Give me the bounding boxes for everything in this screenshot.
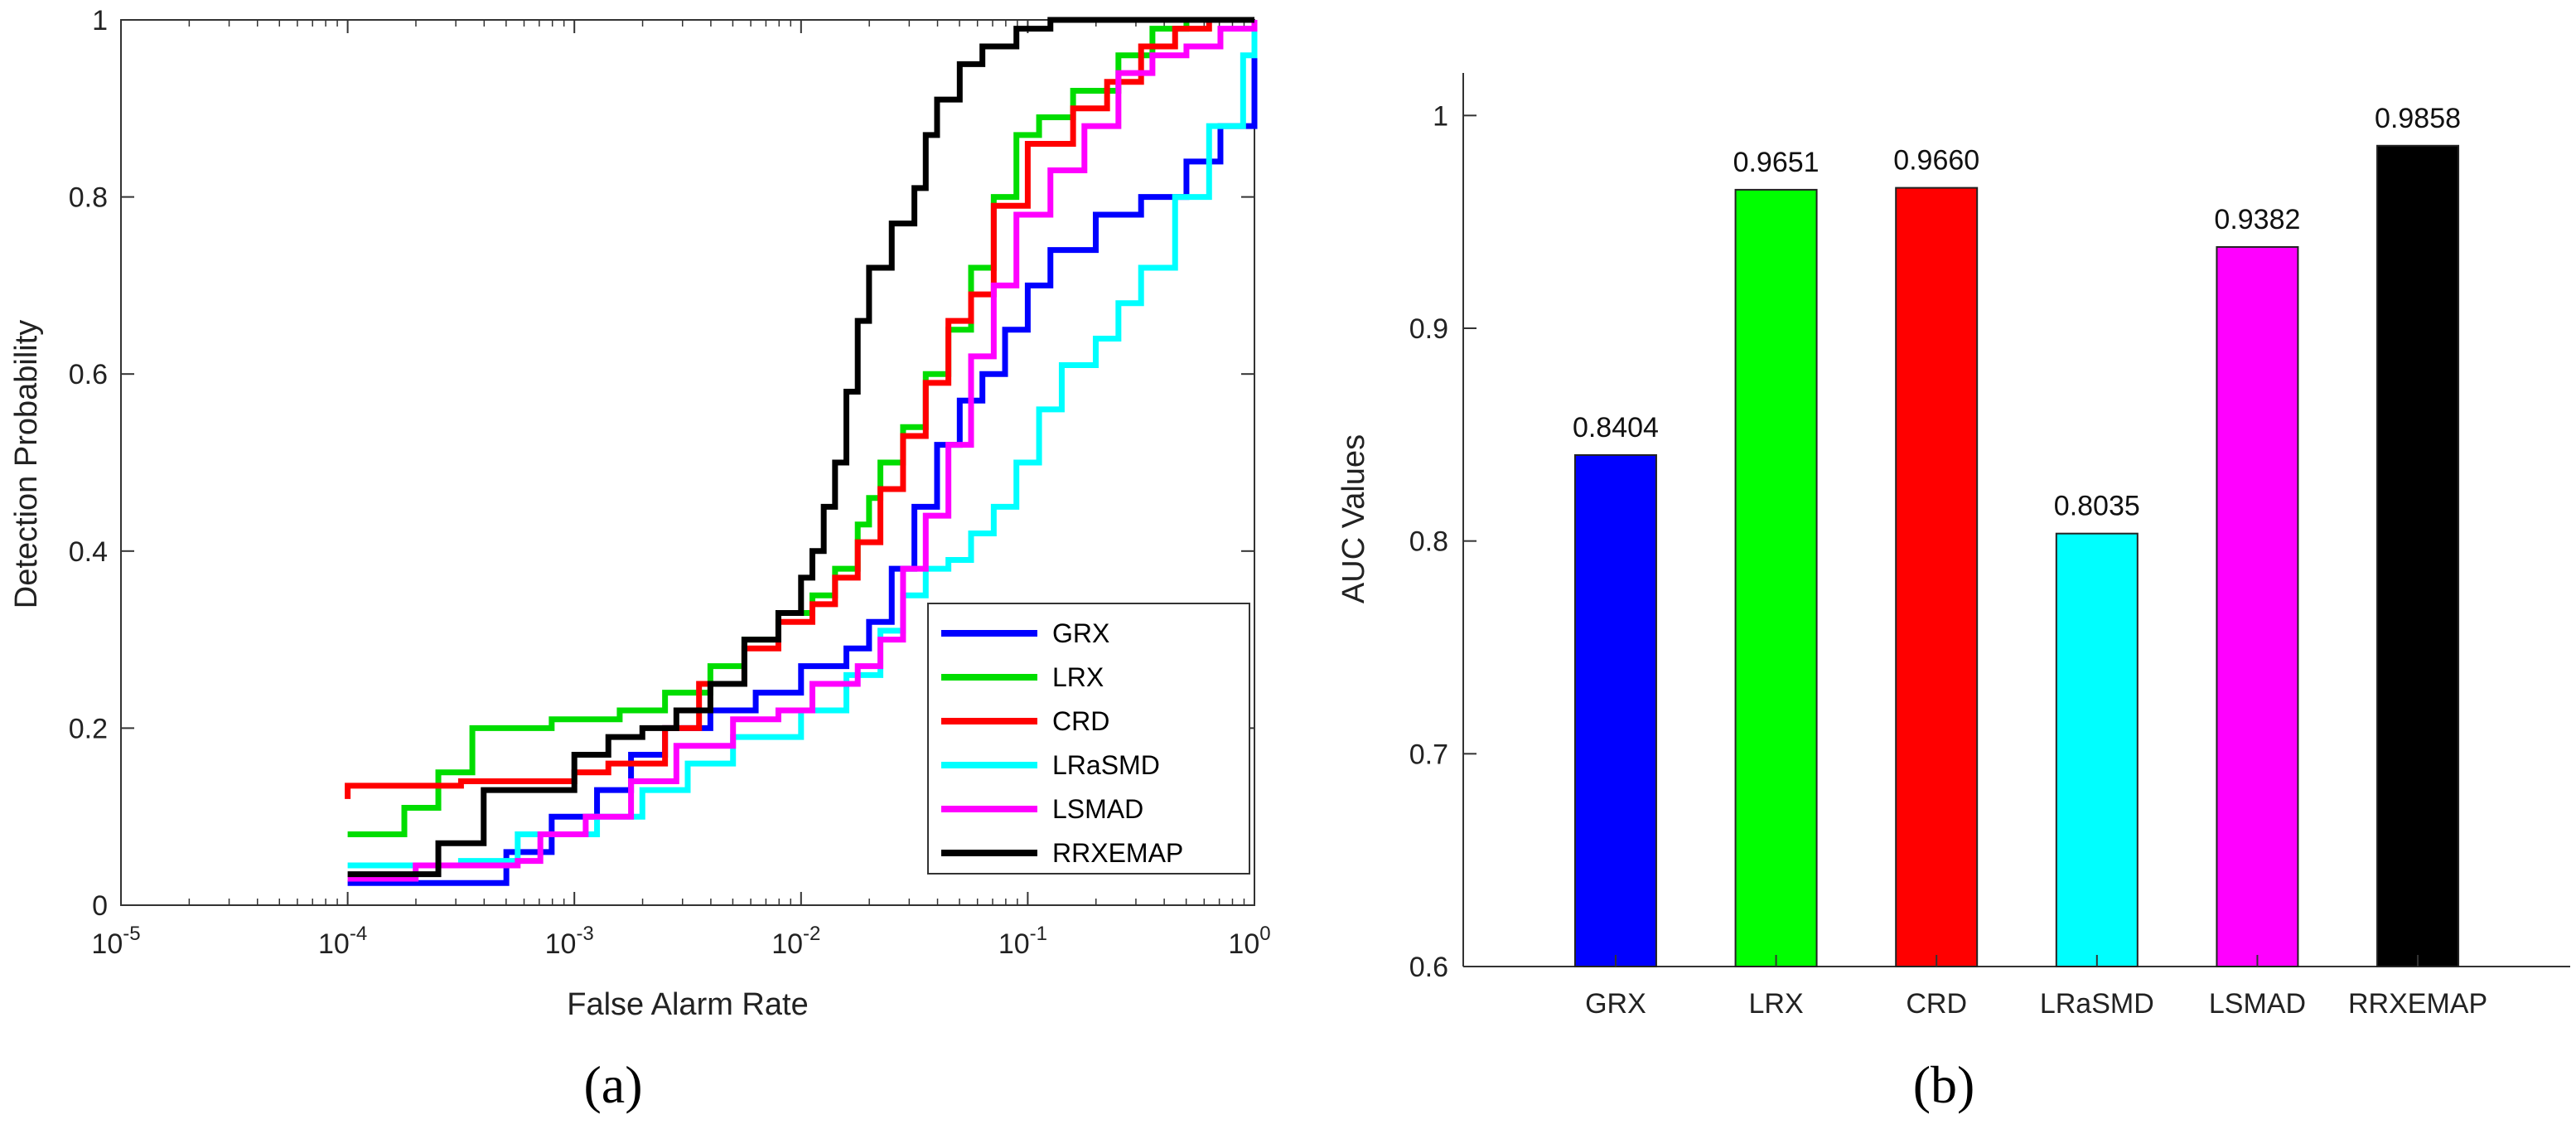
- roc-y-tick-label: 0.2: [69, 713, 108, 744]
- roc-x-tick-label: 10-5: [91, 923, 140, 960]
- roc-x-tick-exponent: -2: [803, 923, 820, 945]
- roc-x-tick-exponent: -3: [576, 923, 593, 945]
- roc-x-tick-label: 10-4: [318, 923, 367, 960]
- bar-lsmad: [2216, 245, 2299, 968]
- roc-y-tick-label: 0: [92, 890, 108, 922]
- bar-value-label-lsmad: 0.9382: [2214, 204, 2300, 235]
- roc-x-axis-label: False Alarm Rate: [567, 987, 808, 1022]
- roc-x-tick-base: 10: [318, 928, 350, 960]
- panel-a-label: (a): [583, 1055, 642, 1114]
- bar-category-label-lsmad: LSMAD: [2209, 988, 2306, 1020]
- roc-x-tick-base: 10: [998, 928, 1030, 960]
- bar-grx: [1573, 453, 1657, 967]
- roc-x-tick-label: 100: [1228, 923, 1270, 960]
- legend-label-lrx: LRX: [1052, 662, 1104, 692]
- roc-x-tick-exponent: -1: [1030, 923, 1047, 945]
- roc-x-tick-base: 10: [545, 928, 577, 960]
- roc-x-tick-base: 10: [771, 928, 803, 960]
- bar-y-tick-label: 0.7: [1409, 739, 1448, 770]
- bar-value-label-lrx: 0.9651: [1733, 147, 1820, 178]
- legend-label-lsmad: LSMAD: [1052, 794, 1143, 824]
- roc-x-tick-exponent: 0: [1259, 923, 1270, 945]
- bar-category-label-crd: CRD: [1906, 988, 1967, 1020]
- legend-label-grx: GRX: [1052, 618, 1109, 648]
- bar-rrxemap: [2376, 144, 2460, 967]
- roc-y-tick-label: 0.6: [69, 359, 108, 390]
- roc-curve-lrasmd: [347, 20, 1258, 869]
- roc-x-tick-base: 10: [91, 928, 123, 960]
- bar-y-tick-label: 0.6: [1409, 952, 1448, 983]
- bar-y-tick-label: 0.8: [1409, 526, 1448, 558]
- legend-label-crd: CRD: [1052, 706, 1109, 736]
- bar-value-label-rrxemap: 0.9858: [2375, 103, 2461, 134]
- roc-curve-crd: [345, 17, 1254, 799]
- legend-label-lrasmd: LRaSMD: [1052, 750, 1160, 780]
- roc-x-tick-exponent: -5: [123, 923, 140, 945]
- bar-value-label-lrasmd: 0.8035: [2054, 491, 2140, 522]
- bar-y-tick-label: 0.9: [1409, 313, 1448, 345]
- bar-category-label-rrxemap: RRXEMAP: [2348, 988, 2487, 1020]
- panel-b-label: (b): [1913, 1055, 1975, 1114]
- bar-category-label-grx: GRX: [1585, 988, 1646, 1020]
- roc-curve-lrx: [347, 17, 1254, 838]
- bar-value-label-grx: 0.8404: [1573, 412, 1659, 443]
- bar-category-label-lrasmd: LRaSMD: [2040, 988, 2154, 1020]
- bar-y-tick-label: 1: [1433, 100, 1448, 132]
- roc-curve-rrxemap: [347, 17, 1254, 878]
- roc-chart: 10-5 10-4 10-3 10-2 10-1 100 00.20.40.60.81 F…: [9, 5, 1271, 1114]
- bar-lrx: [1734, 188, 1818, 968]
- roc-y-axis-label: Detection Probability: [9, 320, 44, 609]
- roc-x-tick-label: 10-2: [771, 923, 820, 960]
- bar-crd: [1895, 187, 1979, 968]
- bar-lrasmd: [2055, 532, 2139, 967]
- roc-y-tick-label: 0.4: [69, 536, 108, 568]
- bar-y-axis-label: AUC Values: [1336, 434, 1371, 603]
- roc-x-tick-label: 10-3: [545, 923, 594, 960]
- roc-y-tick-label: 1: [92, 5, 108, 36]
- roc-curve-lsmad: [347, 20, 1258, 882]
- legend-label-rrxemap: RRXEMAP: [1052, 838, 1183, 868]
- bar-category-label-lrx: LRX: [1748, 988, 1803, 1020]
- roc-legend: GRX LRX CRD LRaSMD LSMAD RRXEMAP: [927, 603, 1250, 875]
- roc-x-tick-base: 10: [1228, 928, 1259, 960]
- legend-box: [927, 603, 1250, 875]
- auc-bar-chart: 0.6 0.7 0.8 0.9 1 0.8404 GRX 0.9651 LRX 0.9660 CR…: [1336, 73, 2570, 1114]
- bar-value-label-crd: 0.9660: [1893, 145, 1979, 177]
- roc-x-tick-label: 10-1: [998, 923, 1047, 960]
- roc-y-tick-label: 0.8: [69, 182, 108, 214]
- roc-x-tick-exponent: -4: [350, 923, 367, 945]
